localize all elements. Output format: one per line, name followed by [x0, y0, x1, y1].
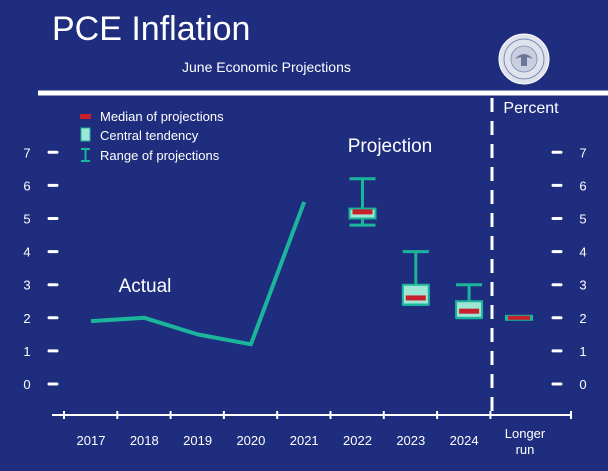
- y-tick-label: 7: [579, 145, 586, 160]
- median-marker: [405, 295, 426, 301]
- y-tick-label: 4: [23, 245, 30, 260]
- unit-label: Percent: [503, 100, 559, 117]
- projection-longer-run: [505, 314, 533, 321]
- median-marker: [459, 308, 480, 314]
- y-tick-label: 3: [23, 278, 30, 293]
- actual-label: Actual: [119, 276, 172, 297]
- y-tick-label: 5: [579, 212, 586, 227]
- projection-boxes: [348, 177, 533, 321]
- y-tick-label: 0: [579, 377, 586, 392]
- page-title: PCE Inflation: [52, 10, 251, 48]
- y-tick-label: 2: [23, 311, 30, 326]
- projection-label: Projection: [348, 136, 433, 157]
- x-tick-label: 2021: [290, 433, 319, 448]
- page-subtitle: June Economic Projections: [182, 59, 351, 75]
- x-tick-label: 2024: [450, 433, 479, 448]
- median-marker: [352, 209, 373, 215]
- x-tick-label: 2020: [236, 433, 265, 448]
- median-marker: [508, 315, 530, 320]
- y-tick-label: 7: [23, 145, 30, 160]
- y-tick-label: 4: [579, 245, 586, 260]
- x-tick-label: run: [516, 442, 535, 457]
- x-tick-label: 2019: [183, 433, 212, 448]
- legend-median-swatch: [80, 114, 91, 119]
- projection-2022: [348, 177, 377, 227]
- x-axis-labels: 2017 2018 2019 2020 2021 2022 2023 2024 Longerru…: [77, 426, 546, 457]
- legend-range-label: Range of projections: [100, 148, 220, 163]
- legend: Median of projections Central tendency R…: [80, 109, 224, 163]
- y-axis-right: 0 1 2 3 4 5 6 7: [551, 145, 587, 392]
- y-tick-label: 3: [579, 278, 586, 293]
- legend-central-label: Central tendency: [100, 128, 199, 143]
- x-tick-label: 2023: [396, 433, 425, 448]
- legend-median-label: Median of projections: [100, 109, 224, 124]
- central-tendency-box: [401, 283, 430, 306]
- y-tick-label: 6: [23, 178, 30, 193]
- x-tick-label: 2018: [130, 433, 159, 448]
- legend-central-swatch: [80, 127, 91, 142]
- y-axis-left: 0 1 2 3 4 5 6 7: [23, 145, 59, 392]
- x-tick-label: Longer: [505, 426, 546, 441]
- y-tick-label: 5: [23, 212, 30, 227]
- x-tick-label: 2022: [343, 433, 372, 448]
- y-tick-label: 1: [579, 344, 586, 359]
- y-tick-label: 6: [579, 178, 586, 193]
- y-tick-label: 0: [23, 377, 30, 392]
- y-tick-label: 2: [579, 311, 586, 326]
- projection-2023: [401, 250, 430, 307]
- federal-reserve-seal-icon: [498, 33, 550, 85]
- actual-series-line: [90, 201, 307, 347]
- legend-range-swatch: [81, 148, 90, 162]
- x-axis-ticks: [63, 411, 572, 419]
- x-tick-label: 2017: [77, 433, 106, 448]
- y-tick-label: 1: [23, 344, 30, 359]
- projection-2024: [455, 283, 484, 320]
